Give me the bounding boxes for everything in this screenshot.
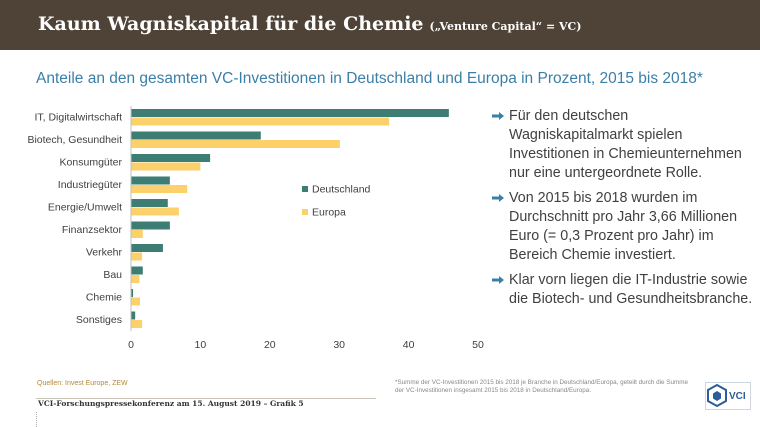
category-label: IT, Digitalwirtschaft	[34, 112, 122, 124]
x-tick-label: 40	[403, 339, 415, 351]
category-label: Verkehr	[86, 247, 123, 259]
x-tick-label: 10	[195, 339, 207, 351]
bar-europa	[131, 297, 141, 306]
legend-label: Europa	[312, 207, 346, 219]
bullet-text: Klar vorn liegen die IT-Industrie sowie …	[509, 272, 753, 307]
bar-europa	[131, 230, 143, 238]
bar-deutschland	[131, 221, 170, 230]
legend-swatch	[302, 186, 308, 192]
bar-europa	[131, 117, 390, 126]
x-tick-label: 0	[128, 339, 134, 351]
legend-label: Deutschland	[312, 184, 371, 196]
chart-title: Anteile an den gesamten VC-Investitionen…	[36, 70, 703, 87]
bar-europa	[131, 252, 143, 261]
slide-title: Kaum Wagniskapital für die Chemie („Ventu…	[38, 13, 582, 35]
bullet-list: Für den deutschen Wagniskapitalmarkt spi…	[492, 107, 754, 315]
bullet-item: Klar vorn liegen die IT-Industrie sowie …	[492, 271, 754, 309]
logo-text: VCI	[729, 391, 746, 402]
bar-europa	[131, 162, 201, 171]
arrow-icon	[492, 194, 504, 202]
bar-deutschland	[131, 266, 143, 275]
category-label: Bau	[103, 269, 122, 281]
category-label: Biotech, Gesundheit	[27, 134, 122, 146]
footer-dots	[36, 412, 38, 427]
bullet-text: Von 2015 bis 2018 wurden im Durchschnitt…	[509, 190, 738, 263]
arrow-icon	[492, 112, 504, 120]
bar-deutschland	[131, 289, 134, 297]
x-tick-label: 50	[472, 339, 484, 351]
category-label: Industriegüter	[58, 179, 123, 191]
bar-europa	[131, 207, 179, 216]
x-tick-label: 30	[333, 339, 345, 351]
category-label: Konsumgüter	[60, 157, 123, 169]
source-note: Quellen: Invest Europe, ZEW	[37, 380, 128, 387]
x-tick-label: 20	[264, 339, 276, 351]
vci-logo: VCI	[705, 382, 751, 410]
category-label: Energie/Umwelt	[48, 202, 122, 214]
bar-deutschland	[131, 154, 211, 162]
bullet-item: Von 2015 bis 2018 wurden im Durchschnitt…	[492, 189, 754, 265]
bullet-item: Für den deutschen Wagniskapitalmarkt spi…	[492, 107, 754, 183]
arrow-icon	[492, 276, 504, 284]
bar-deutschland	[131, 131, 261, 140]
bar-europa	[131, 185, 188, 193]
bullet-text: Für den deutschen Wagniskapitalmarkt spi…	[509, 108, 742, 181]
slide-title-text: Kaum Wagniskapital für die Chemie	[38, 13, 424, 35]
legend-swatch	[302, 209, 308, 215]
category-label: Chemie	[86, 292, 122, 304]
bar-europa	[131, 140, 340, 148]
bar-deutschland	[131, 244, 163, 252]
category-label: Sonstiges	[76, 314, 122, 326]
slide-subtitle: („Venture Capital“ = VC)	[429, 20, 582, 33]
bar-europa	[131, 275, 140, 283]
bar-deutschland	[131, 199, 168, 207]
footer-divider	[36, 398, 376, 399]
bar-deutschland	[131, 311, 136, 320]
footer-text: VCI-Forschungspressekonferenz am 15. Aug…	[38, 399, 304, 408]
bar-europa	[131, 320, 143, 328]
category-label: Finanzsektor	[62, 224, 123, 236]
header-bar: Kaum Wagniskapital für die Chemie („Ventu…	[0, 0, 760, 50]
bar-deutschland	[131, 176, 170, 185]
bar-deutschland	[131, 109, 449, 117]
bar-chart: IT, Digitalwirtschaft Biotech, Gesundheit…	[27, 106, 484, 351]
footnote: *Summe der VC-Investitionen 2015 bis 201…	[395, 379, 688, 394]
